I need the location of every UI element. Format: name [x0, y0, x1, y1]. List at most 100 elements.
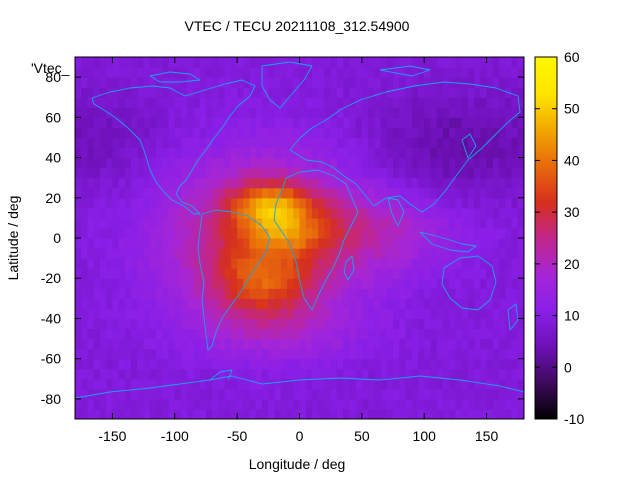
- heatmap-cell: [330, 177, 338, 189]
- heatmap-cell: [99, 238, 107, 249]
- x-axis-label: Longitude / deg: [249, 456, 346, 472]
- heatmap-cell: [486, 408, 494, 419]
- heatmap-cell: [93, 167, 101, 179]
- heatmap-cell: [287, 147, 294, 159]
- heatmap-cell: [361, 197, 369, 209]
- heatmap-cell: [405, 258, 413, 269]
- heatmap-cell: [499, 238, 506, 249]
- heatmap-cell: [517, 167, 524, 179]
- heatmap-cell: [280, 248, 288, 259]
- heatmap-cell: [218, 378, 226, 390]
- heatmap-cell: [467, 238, 475, 249]
- heatmap-cell: [368, 368, 375, 380]
- heatmap-cell: [287, 398, 294, 410]
- heatmap-cell: [255, 398, 263, 410]
- heatmap-cell: [343, 338, 350, 350]
- heatmap-cell: [193, 238, 201, 249]
- heatmap-cell: [499, 338, 506, 350]
- heatmap-cell: [293, 227, 301, 239]
- heatmap-cell: [424, 338, 432, 350]
- heatmap-cell: [386, 238, 394, 249]
- heatmap-cell: [393, 177, 400, 189]
- heatmap-cell: [137, 338, 145, 350]
- heatmap-cell: [124, 87, 132, 98]
- heatmap-cell: [181, 157, 188, 169]
- heatmap-cell: [187, 77, 195, 88]
- y-tick-label: 80: [45, 69, 61, 85]
- heatmap-cell: [368, 238, 375, 249]
- heatmap-cell: [224, 328, 232, 340]
- heatmap-cell: [405, 248, 413, 259]
- heatmap-cell: [81, 298, 89, 309]
- heatmap-cell: [106, 348, 114, 360]
- heatmap-cell: [156, 328, 163, 340]
- heatmap-cell: [118, 157, 126, 169]
- heatmap-cell: [442, 408, 450, 419]
- heatmap-cell: [517, 248, 524, 259]
- heatmap-cell: [280, 328, 288, 340]
- heatmap-cell: [124, 187, 132, 199]
- heatmap-cell: [349, 358, 357, 370]
- heatmap-cell: [349, 298, 357, 309]
- heatmap-cell: [87, 127, 95, 139]
- heatmap-cell: [181, 217, 188, 229]
- heatmap-cell: [424, 207, 432, 219]
- heatmap-cell: [311, 207, 319, 219]
- heatmap-cell: [405, 167, 413, 179]
- heatmap-cell: [274, 157, 282, 169]
- heatmap-cell: [511, 358, 519, 370]
- heatmap-cell: [492, 388, 500, 400]
- heatmap-cell: [311, 278, 319, 289]
- heatmap-cell: [355, 97, 363, 108]
- heatmap-cell: [87, 147, 95, 159]
- heatmap-cell: [293, 368, 301, 380]
- heatmap-cell: [455, 87, 463, 98]
- heatmap-cell: [174, 388, 182, 400]
- heatmap-cell: [480, 388, 488, 400]
- heatmap-cell: [106, 298, 114, 309]
- heatmap-cell: [517, 147, 524, 159]
- heatmap-cell: [330, 408, 338, 419]
- heatmap-cell: [399, 368, 407, 380]
- heatmap-cell: [368, 248, 375, 259]
- heatmap-cell: [124, 288, 132, 299]
- heatmap-cell: [230, 398, 238, 410]
- heatmap-cell: [287, 378, 294, 390]
- heatmap-cell: [318, 227, 326, 239]
- heatmap-cell: [324, 258, 332, 269]
- heatmap-cell: [249, 217, 257, 229]
- heatmap-cell: [299, 147, 307, 159]
- heatmap-cell: [386, 268, 394, 279]
- heatmap-cell: [293, 97, 301, 108]
- heatmap-cell: [237, 197, 244, 209]
- heatmap-cell: [131, 358, 138, 370]
- heatmap-cell: [156, 298, 163, 309]
- heatmap-cell: [393, 358, 400, 370]
- heatmap-cell: [187, 278, 195, 289]
- heatmap-cell: [474, 177, 481, 189]
- heatmap-cell: [436, 117, 444, 128]
- heatmap-cell: [106, 308, 114, 320]
- heatmap-cell: [81, 378, 89, 390]
- heatmap-cell: [311, 197, 319, 209]
- heatmap-cell: [430, 348, 438, 360]
- heatmap-cell: [349, 97, 357, 108]
- heatmap-cell: [474, 77, 481, 88]
- heatmap-cell: [168, 207, 176, 219]
- heatmap-cell: [430, 338, 438, 350]
- heatmap-cell: [280, 258, 288, 269]
- heatmap-cell: [149, 97, 157, 108]
- heatmap-cell: [374, 107, 382, 118]
- heatmap-cell: [355, 238, 363, 249]
- heatmap-cell: [149, 378, 157, 390]
- heatmap-cell: [436, 207, 444, 219]
- heatmap-cell: [99, 77, 107, 88]
- heatmap-cell: [193, 107, 201, 118]
- heatmap-cell: [380, 268, 388, 279]
- heatmap-cell: [467, 248, 475, 259]
- heatmap-cell: [299, 308, 307, 320]
- heatmap-cell: [224, 248, 232, 259]
- heatmap-cell: [243, 57, 251, 68]
- heatmap-cell: [386, 177, 394, 189]
- heatmap-cell: [81, 127, 89, 139]
